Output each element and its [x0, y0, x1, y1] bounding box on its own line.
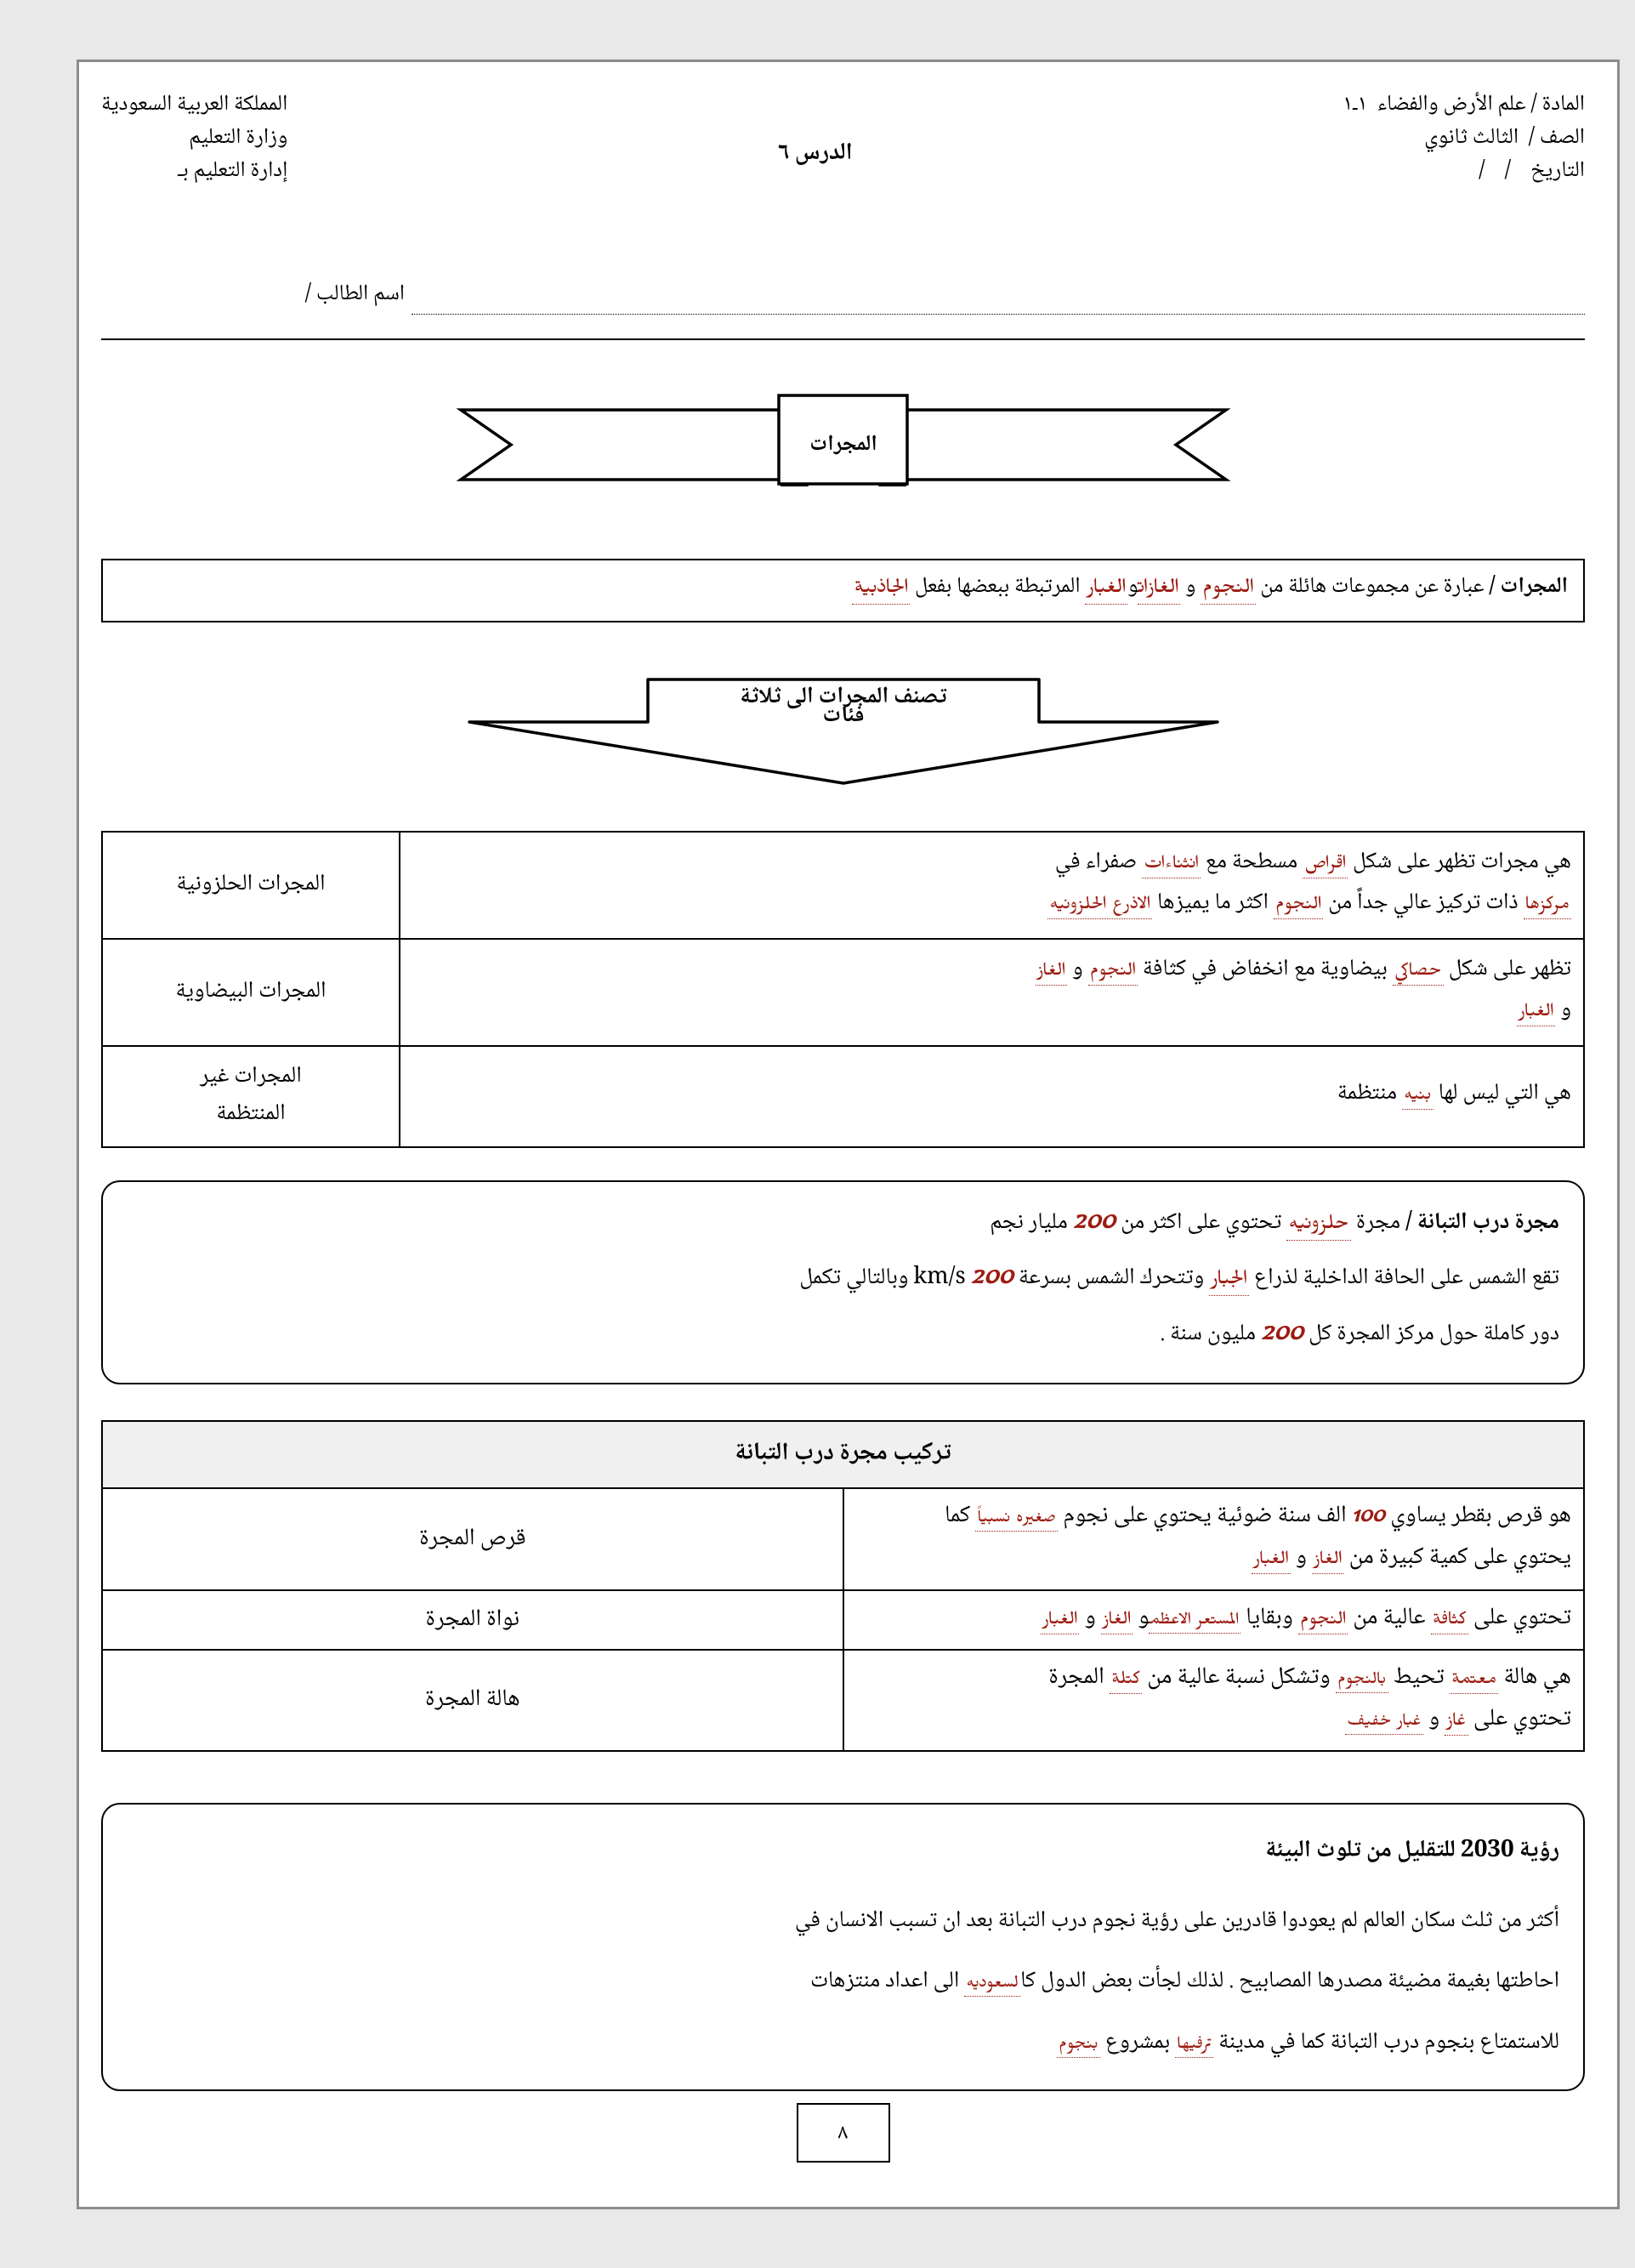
- svg-text:المجرات: المجرات: [809, 427, 877, 464]
- svg-text:فئات: فئات: [822, 697, 864, 736]
